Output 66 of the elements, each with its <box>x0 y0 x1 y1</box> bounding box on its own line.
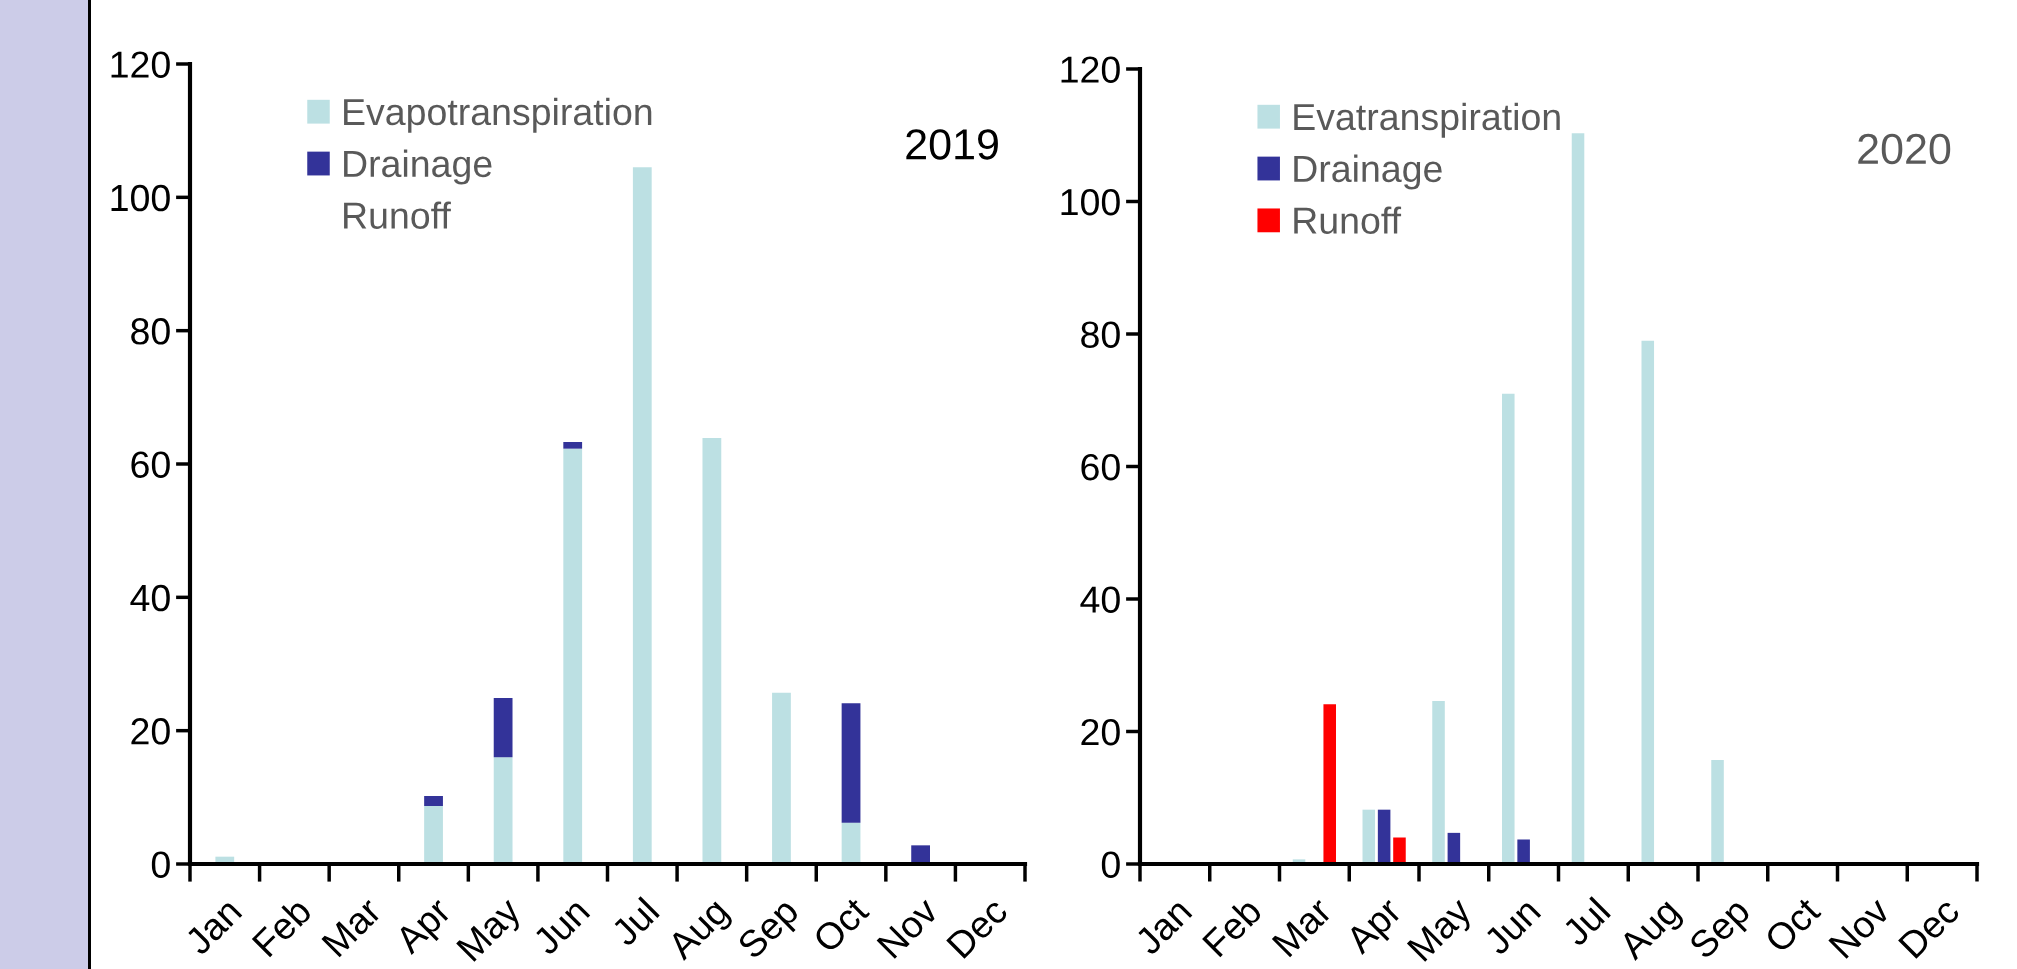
legend-label: Evapotranspiration <box>344 97 652 133</box>
y-tick-label: 40 <box>1080 586 1120 613</box>
y-tick-label: 100 <box>1061 188 1120 216</box>
bar <box>493 757 513 864</box>
bar <box>424 796 443 806</box>
annotation: 2020 <box>1858 133 1951 165</box>
x-tick-label: Jun <box>1482 897 1542 957</box>
legend-label: Evatranspiration <box>1294 102 1560 138</box>
y-tick-label: 80 <box>131 318 170 345</box>
bar <box>772 692 791 864</box>
y-tick-label: 20 <box>1081 718 1120 746</box>
bar <box>1323 704 1336 864</box>
y-tick-label: 20 <box>131 718 170 745</box>
y-tick-label: 100 <box>111 184 170 212</box>
x-tick-label: Mar <box>1271 895 1334 958</box>
y-tick-label: 80 <box>1081 321 1120 348</box>
y-tick-label: 60 <box>131 451 170 478</box>
bar <box>424 806 443 864</box>
x-tick-label: Jun <box>531 897 591 957</box>
bar <box>1517 839 1530 864</box>
x-tick-label: Aug <box>665 897 735 967</box>
x-tick-label: Jul <box>608 896 660 948</box>
x-tick-label: Feb <box>250 895 313 958</box>
x-tick-label: Nov <box>1828 895 1892 960</box>
bar <box>1571 133 1585 864</box>
annotation: 2019 <box>906 129 998 160</box>
x-tick-label: Nov <box>876 895 941 960</box>
bar <box>1362 809 1376 864</box>
x-tick-label: Oct <box>1763 895 1822 955</box>
x-tick-label: Jan <box>183 897 243 957</box>
x-tick-label: Sep <box>736 896 806 966</box>
bar <box>911 845 931 864</box>
x-tick-label: Dec <box>946 896 1009 960</box>
y-tick-label: 0 <box>151 851 170 878</box>
x-tick-label: Oct <box>811 895 871 955</box>
bar <box>563 442 583 449</box>
x-tick-label: Sep <box>1687 896 1757 966</box>
x-tick-label: May <box>1406 895 1479 968</box>
x-tick-label: Jul <box>1559 896 1612 948</box>
x-tick-label: Feb <box>1201 895 1263 958</box>
x-tick-label: May <box>456 895 528 968</box>
y-tick-label: 0 <box>1101 851 1120 878</box>
bar <box>702 438 722 864</box>
legend-label: Runoff <box>1294 206 1402 234</box>
bar <box>1377 809 1391 864</box>
bar <box>1432 701 1445 864</box>
bar <box>632 167 652 864</box>
legend-label: Drainage <box>344 149 492 185</box>
legend-label: Drainage <box>1294 154 1442 190</box>
y-tick-label: 120 <box>1061 56 1120 83</box>
bar <box>1502 393 1515 864</box>
y-tick-label: 60 <box>1081 453 1120 481</box>
bar <box>841 822 861 864</box>
x-tick-label: Dec <box>1898 896 1961 960</box>
y-tick-label: 40 <box>130 584 170 612</box>
x-tick-label: Aug <box>1616 897 1687 967</box>
bar <box>1711 759 1724 864</box>
y-tick-label: 120 <box>111 51 170 78</box>
annotation: Runoff <box>344 201 451 229</box>
bar <box>563 448 583 864</box>
bar <box>1393 837 1406 864</box>
bar <box>493 698 513 758</box>
x-tick-label: Mar <box>321 895 383 958</box>
bar <box>841 703 861 823</box>
bar <box>1641 340 1655 864</box>
x-tick-label: Jan <box>1133 897 1193 957</box>
